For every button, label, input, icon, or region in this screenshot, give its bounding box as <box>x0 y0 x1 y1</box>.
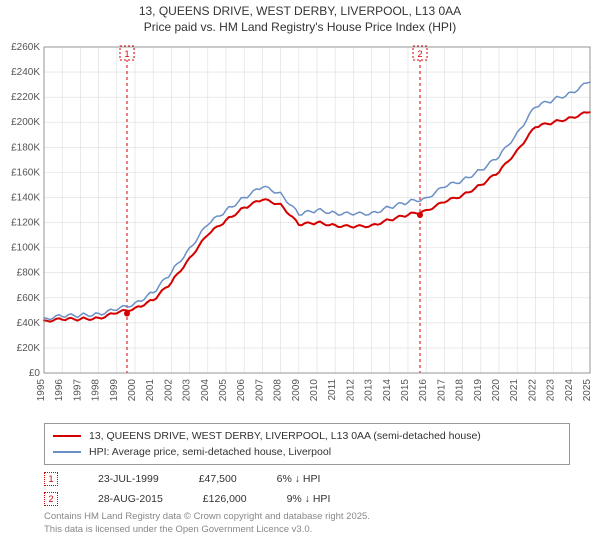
marker-row-1: 1 23-JUL-1999 £47,500 6% ↓ HPI <box>44 469 570 489</box>
svg-text:£180K: £180K <box>11 142 40 153</box>
marker-table: 1 23-JUL-1999 £47,500 6% ↓ HPI 2 28-AUG-… <box>44 469 570 509</box>
svg-text:£160K: £160K <box>11 168 40 179</box>
svg-text:£40K: £40K <box>17 318 41 329</box>
marker-delta-1: 6% ↓ HPI <box>277 473 321 485</box>
svg-text:£60K: £60K <box>17 293 41 304</box>
legend-swatch-1 <box>53 451 81 453</box>
svg-text:2014: 2014 <box>382 379 393 402</box>
svg-text:2009: 2009 <box>291 379 302 402</box>
svg-text:2000: 2000 <box>127 379 138 402</box>
svg-text:2015: 2015 <box>400 379 411 402</box>
svg-text:2016: 2016 <box>418 379 429 402</box>
svg-text:1: 1 <box>124 49 129 59</box>
legend-item-price-paid: 13, QUEENS DRIVE, WEST DERBY, LIVERPOOL,… <box>53 428 561 444</box>
legend-label-1: HPI: Average price, semi-detached house,… <box>89 446 331 458</box>
svg-text:£120K: £120K <box>11 218 40 229</box>
title-line2: Price paid vs. HM Land Registry's House … <box>0 20 600 36</box>
marker-date-2: 28-AUG-2015 <box>98 493 163 505</box>
chart-title: 13, QUEENS DRIVE, WEST DERBY, LIVERPOOL,… <box>0 0 600 37</box>
marker-row-2: 2 28-AUG-2015 £126,000 9% ↓ HPI <box>44 489 570 509</box>
chart-container: 13, QUEENS DRIVE, WEST DERBY, LIVERPOOL,… <box>0 0 600 560</box>
svg-text:2005: 2005 <box>218 379 229 402</box>
svg-text:2007: 2007 <box>254 379 265 402</box>
svg-text:1998: 1998 <box>91 379 102 402</box>
svg-text:2025: 2025 <box>582 379 593 402</box>
svg-text:1997: 1997 <box>72 379 83 402</box>
svg-text:2006: 2006 <box>236 379 247 402</box>
marker-date-1: 23-JUL-1999 <box>98 473 159 485</box>
svg-text:£80K: £80K <box>17 268 41 279</box>
svg-text:£20K: £20K <box>17 343 41 354</box>
svg-text:2019: 2019 <box>473 379 484 402</box>
svg-text:2: 2 <box>418 49 423 59</box>
svg-text:2020: 2020 <box>491 379 502 402</box>
attribution-line2: This data is licensed under the Open Gov… <box>44 524 570 536</box>
svg-text:2021: 2021 <box>509 379 520 402</box>
svg-text:2010: 2010 <box>309 379 320 402</box>
svg-text:2022: 2022 <box>527 379 538 402</box>
marker-badge-2: 2 <box>44 492 58 506</box>
svg-text:1995: 1995 <box>36 379 47 402</box>
svg-text:£220K: £220K <box>11 92 40 103</box>
svg-text:2012: 2012 <box>345 379 356 402</box>
marker-price-1: £47,500 <box>199 473 237 485</box>
legend-item-hpi: HPI: Average price, semi-detached house,… <box>53 444 561 460</box>
svg-text:2011: 2011 <box>327 379 338 401</box>
legend-label-0: 13, QUEENS DRIVE, WEST DERBY, LIVERPOOL,… <box>89 430 481 442</box>
chart-svg: £0 £20K £40K £60K £80K £100K £120K £140K £160K £1… <box>0 37 600 417</box>
svg-text:2004: 2004 <box>200 379 211 402</box>
chart-plot-area: £0 £20K £40K £60K £80K £100K £120K £140K £160K £1… <box>0 37 600 417</box>
svg-text:2013: 2013 <box>364 379 375 402</box>
svg-text:2023: 2023 <box>546 379 557 402</box>
svg-text:2001: 2001 <box>145 379 156 402</box>
attribution: Contains HM Land Registry data © Crown c… <box>44 511 570 536</box>
marker-badge-1: 1 <box>44 472 58 486</box>
svg-text:1999: 1999 <box>109 379 120 402</box>
marker-delta-2: 9% ↓ HPI <box>287 493 331 505</box>
svg-text:2008: 2008 <box>273 379 284 402</box>
svg-text:2018: 2018 <box>455 379 466 402</box>
marker-price-2: £126,000 <box>203 493 247 505</box>
attribution-line1: Contains HM Land Registry data © Crown c… <box>44 511 570 523</box>
svg-text:£260K: £260K <box>11 42 40 53</box>
legend: 13, QUEENS DRIVE, WEST DERBY, LIVERPOOL,… <box>44 423 570 465</box>
svg-text:£140K: £140K <box>11 193 40 204</box>
svg-text:£100K: £100K <box>11 243 40 254</box>
svg-text:2002: 2002 <box>163 379 174 402</box>
svg-text:£200K: £200K <box>11 117 40 128</box>
svg-text:£240K: £240K <box>11 67 40 78</box>
svg-text:2003: 2003 <box>182 379 193 402</box>
svg-text:£0: £0 <box>29 368 41 379</box>
svg-text:2017: 2017 <box>436 379 447 402</box>
legend-swatch-0 <box>53 435 81 437</box>
svg-text:1996: 1996 <box>54 379 65 402</box>
title-line1: 13, QUEENS DRIVE, WEST DERBY, LIVERPOOL,… <box>0 4 600 20</box>
svg-text:2024: 2024 <box>564 379 575 402</box>
